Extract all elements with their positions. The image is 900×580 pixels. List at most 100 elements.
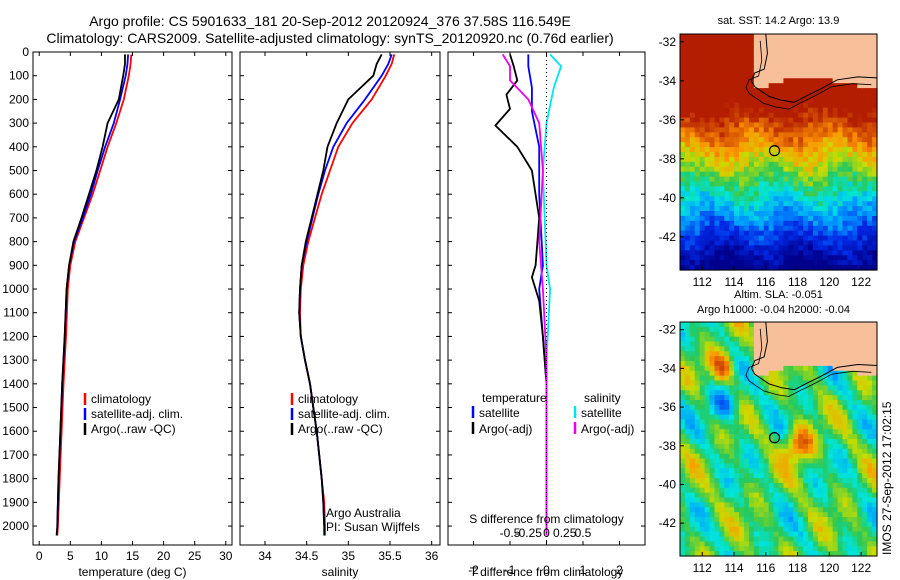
map-cell — [788, 434, 794, 440]
map-cell — [724, 181, 730, 188]
map-cell — [744, 196, 750, 202]
map-cell — [748, 53, 755, 60]
differences-xtick-label: 2 — [616, 563, 623, 577]
map-cell — [734, 245, 740, 251]
map-cell — [783, 414, 789, 421]
map-cell — [817, 137, 824, 143]
map-cell — [867, 97, 873, 104]
map-cell — [719, 255, 725, 261]
map-cell — [739, 225, 745, 232]
map-cell — [768, 326, 775, 333]
map-cell — [704, 546, 711, 552]
salinity-tick-label: 0.5 — [575, 526, 592, 540]
map-cell — [729, 492, 735, 499]
map-cell — [768, 419, 775, 425]
map-cell — [739, 117, 745, 124]
map-cell — [862, 230, 868, 237]
map-cell — [753, 186, 760, 192]
map-cell — [847, 439, 853, 445]
map-cell — [714, 429, 720, 435]
map-cell — [837, 473, 844, 479]
map-cell — [808, 326, 814, 333]
map-cell — [812, 424, 819, 430]
map-cell — [827, 156, 834, 163]
map-cell — [753, 122, 760, 129]
map-cell — [867, 107, 873, 114]
map-cell — [862, 176, 868, 183]
map-cell — [753, 419, 760, 425]
map-cell — [739, 390, 745, 396]
map-cell — [724, 404, 730, 411]
map-cell — [822, 147, 829, 153]
map-cell — [798, 201, 804, 207]
map-cell — [734, 201, 740, 207]
map-cell — [857, 419, 863, 425]
map-cell — [734, 404, 740, 411]
map-cell — [689, 88, 696, 94]
map-cell — [808, 235, 814, 242]
map-cell — [793, 434, 799, 440]
map-cell — [847, 448, 853, 455]
sst_map-ytick-label: -38 — [659, 152, 677, 166]
map-cell — [842, 336, 849, 343]
map-cell — [778, 404, 785, 411]
map-cell — [847, 531, 853, 538]
map-cell — [739, 370, 745, 377]
map-cell — [783, 181, 789, 188]
map-cell — [837, 434, 844, 440]
depth-tick-label: 500 — [9, 164, 29, 178]
map-cell — [822, 34, 829, 40]
map-cell — [763, 107, 770, 114]
map-cell — [852, 443, 858, 450]
map-cell — [699, 541, 706, 547]
map-cell — [689, 439, 696, 445]
map-cell — [699, 492, 706, 499]
map-cell — [857, 390, 863, 396]
map-cell — [842, 156, 849, 163]
map-cell — [744, 434, 750, 440]
map-cell — [739, 43, 745, 50]
map-cell — [719, 53, 725, 60]
map-cell — [783, 58, 789, 65]
map-cell — [808, 156, 814, 163]
map-cell — [837, 361, 844, 367]
map-cell — [812, 73, 819, 79]
map-cell — [689, 225, 696, 232]
map-cell — [803, 331, 809, 338]
map-cell — [724, 220, 730, 227]
map-cell — [734, 395, 740, 401]
map-cell — [699, 365, 706, 372]
map-cell — [719, 512, 725, 518]
map-cell — [798, 117, 804, 124]
map-cell — [832, 326, 839, 333]
map-cell — [803, 206, 809, 212]
map-cell — [798, 122, 804, 129]
map-cell — [699, 341, 706, 347]
map-cell — [744, 191, 750, 197]
map-cell — [793, 541, 799, 547]
map-cell — [847, 468, 853, 474]
map-cell — [812, 341, 819, 347]
map-cell — [778, 497, 785, 503]
map-cell — [852, 492, 858, 499]
map-cell — [783, 507, 789, 513]
map-cell — [793, 147, 799, 153]
map-cell — [734, 468, 740, 474]
map-cell — [724, 230, 730, 237]
map-cell — [857, 536, 863, 542]
map-cell — [788, 400, 794, 406]
map-cell — [812, 400, 819, 406]
map-cell — [862, 34, 868, 40]
map-cell — [793, 400, 799, 406]
map-cell — [862, 235, 868, 242]
map-cell — [758, 73, 765, 79]
map-cell — [714, 68, 720, 74]
map-cell — [704, 88, 711, 94]
map-cell — [729, 117, 735, 124]
map-cell — [847, 142, 853, 148]
map-cell — [719, 181, 725, 188]
map-cell — [729, 409, 735, 416]
map-cell — [709, 400, 716, 406]
map-cell — [783, 127, 789, 133]
map-cell — [753, 156, 760, 163]
